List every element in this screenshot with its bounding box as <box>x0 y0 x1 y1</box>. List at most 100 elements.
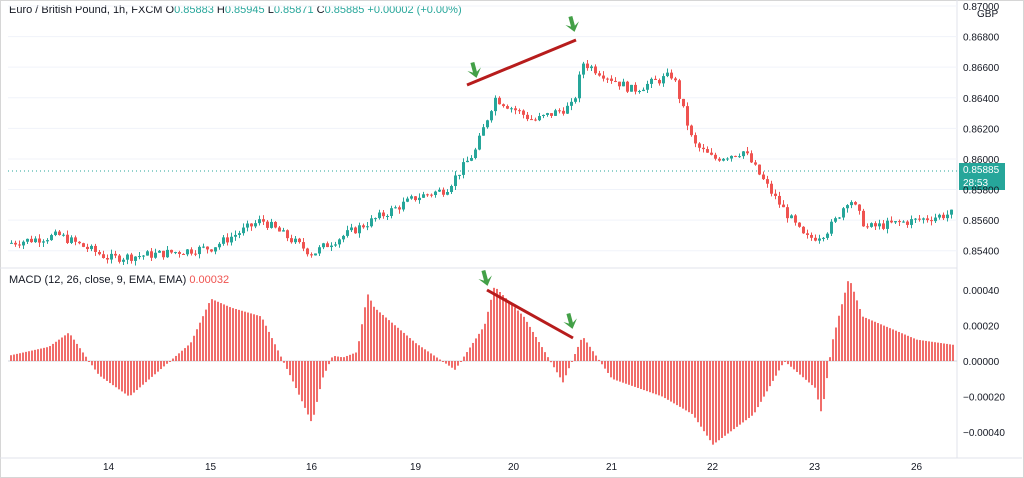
candle-body <box>562 110 565 114</box>
macd-histogram-bar <box>94 361 96 370</box>
candle-body <box>906 221 909 225</box>
candle-body <box>882 223 885 229</box>
candle-body <box>414 196 417 201</box>
macd-histogram-bar <box>136 361 138 390</box>
macd-histogram-bar <box>412 340 414 361</box>
candle-body <box>730 155 733 159</box>
macd-histogram-bar <box>304 361 306 408</box>
candle-body <box>246 223 249 228</box>
macd-histogram-bar <box>196 329 198 361</box>
macd-histogram-bar <box>661 361 663 397</box>
candle-body <box>854 202 857 205</box>
macd-histogram-bar <box>556 361 558 373</box>
macd-histogram-bar <box>367 294 369 361</box>
candle-body <box>550 113 553 116</box>
candle-body <box>714 154 717 159</box>
candle-body <box>206 246 209 250</box>
macd-histogram-bar <box>283 361 285 363</box>
macd-histogram-bar <box>748 361 750 418</box>
candle-body <box>490 111 493 121</box>
macd-histogram-bar <box>631 361 633 386</box>
macd-histogram-bar <box>238 309 240 361</box>
candle-body <box>70 237 73 243</box>
macd-histogram-bar <box>934 342 936 361</box>
candle-body <box>322 243 325 248</box>
macd-histogram-bar <box>907 335 909 361</box>
candle-body <box>650 78 653 84</box>
macd-histogram-bar <box>796 361 798 372</box>
macd-histogram-bar <box>46 347 48 361</box>
candle-body <box>574 98 577 102</box>
price-tick-label: 0.85400 <box>963 247 1000 258</box>
candle-body <box>142 255 145 257</box>
candle-body <box>382 212 385 217</box>
macd-histogram-bar <box>868 319 870 361</box>
candle-body <box>558 110 561 112</box>
macd-histogram-bar <box>772 361 774 381</box>
macd-histogram-bar <box>697 361 699 423</box>
macd-histogram-bar <box>415 343 417 361</box>
macd-histogram-bar <box>502 295 504 361</box>
macd-histogram-bar <box>451 361 453 368</box>
candle-body <box>510 108 513 110</box>
candle-body <box>238 233 241 235</box>
price-tick-label: 0.86200 <box>963 124 1000 135</box>
macd-histogram-bar <box>940 343 942 361</box>
candle-body <box>526 114 529 120</box>
candle-body <box>422 194 425 198</box>
candle-body <box>878 223 881 227</box>
macd-histogram-bar <box>103 361 105 379</box>
candle-body <box>110 253 113 260</box>
macd-histogram-bar <box>901 333 903 361</box>
macd-histogram-bar <box>211 299 213 361</box>
candle-body <box>426 194 429 196</box>
candle-body <box>34 238 37 243</box>
candle-body <box>454 175 457 187</box>
candle-body <box>342 235 345 240</box>
candle-body <box>194 253 197 255</box>
macd-histogram-bar <box>499 292 501 361</box>
candle-body <box>202 246 205 248</box>
macd-histogram-bar <box>400 330 402 361</box>
macd-histogram-bar <box>43 347 45 361</box>
candle-body <box>418 197 421 201</box>
candle-body <box>398 207 401 210</box>
candle-body <box>822 237 825 239</box>
macd-histogram-bar <box>754 361 756 413</box>
candle-body <box>450 186 453 193</box>
candle-body <box>374 218 377 220</box>
candle-body <box>74 237 77 242</box>
macd-histogram-bar <box>172 358 174 361</box>
candle-body <box>358 225 361 234</box>
macd-histogram-bar <box>775 361 777 376</box>
macd-histogram-bar <box>703 361 705 432</box>
candle-body <box>150 251 153 258</box>
macd-histogram-bar <box>337 356 339 361</box>
macd-histogram-bar <box>454 361 456 370</box>
macd-histogram-bar <box>595 355 597 361</box>
macd-histogram-bar <box>820 361 822 412</box>
macd-histogram-bar <box>838 315 840 361</box>
candle-body <box>118 255 121 262</box>
candle-body <box>518 110 521 112</box>
macd-histogram-bar <box>844 292 846 361</box>
candle-body <box>346 230 349 236</box>
macd-histogram-bar <box>607 361 609 373</box>
candle-body <box>134 256 137 261</box>
macd-histogram-bar <box>427 351 429 361</box>
candle-body <box>354 227 357 234</box>
macd-histogram-bar <box>28 351 30 361</box>
macd-histogram-bar <box>319 361 321 390</box>
macd-histogram-bar <box>187 345 189 361</box>
candle-body <box>746 151 749 154</box>
time-tick-label: 23 <box>809 462 821 473</box>
candle-body <box>270 221 273 228</box>
macd-histogram-bar <box>910 337 912 361</box>
macd-histogram-bar <box>88 361 90 362</box>
macd-histogram-bar <box>514 307 516 361</box>
candle-body <box>338 239 341 245</box>
macd-histogram-bar <box>874 321 876 361</box>
candle-body <box>870 223 873 227</box>
macd-histogram-bar <box>667 361 669 400</box>
